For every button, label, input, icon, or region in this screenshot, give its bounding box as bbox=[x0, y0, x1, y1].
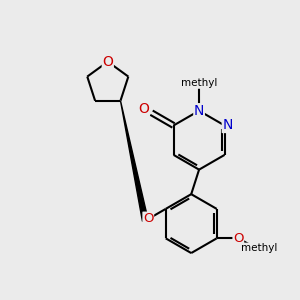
Text: methyl: methyl bbox=[241, 243, 277, 253]
Text: O: O bbox=[102, 55, 113, 69]
Text: N: N bbox=[194, 104, 204, 118]
Text: O: O bbox=[233, 232, 244, 245]
Text: N: N bbox=[222, 118, 233, 133]
Text: methyl: methyl bbox=[181, 78, 217, 88]
Polygon shape bbox=[121, 101, 148, 221]
Text: O: O bbox=[138, 102, 149, 116]
Text: O: O bbox=[143, 212, 154, 225]
